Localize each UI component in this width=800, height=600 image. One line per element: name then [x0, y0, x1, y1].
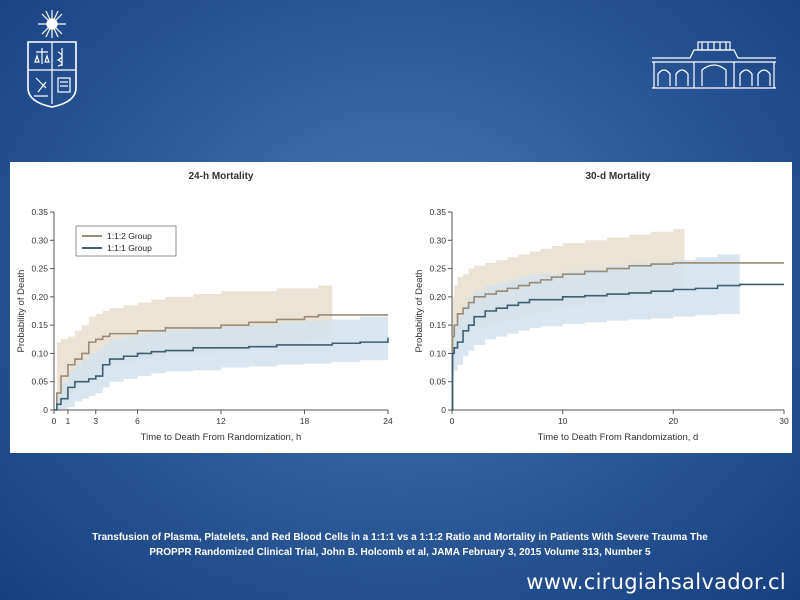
y-tick-label: 0.20 [31, 292, 48, 302]
y-tick-label: 0.20 [429, 292, 446, 302]
x-tick-label: 10 [558, 416, 568, 426]
x-tick-label: 30 [779, 416, 789, 426]
ci-band-111 [452, 252, 740, 410]
x-tick-label: 24 [383, 416, 393, 426]
y-tick-label: 0.05 [31, 377, 48, 387]
x-tick-label: 6 [135, 416, 140, 426]
x-tick-label: 1 [66, 416, 71, 426]
x-tick-label: 3 [93, 416, 98, 426]
y-tick-label: 0.30 [429, 235, 446, 245]
y-tick-label: 0.15 [31, 320, 48, 330]
figure-panel: 24-h Mortality 0 0.05 0.10 0.15 0.20 0.25 0.30 0… [10, 162, 792, 453]
x-tick-label: 12 [216, 416, 226, 426]
legend-box [75, 225, 177, 257]
y-tick-label: 0 [43, 405, 48, 415]
series-line-111 [451, 283, 784, 411]
y-tick-label: 0.10 [429, 348, 446, 358]
y-tick-label: 0.25 [429, 264, 446, 274]
citation-line-1: Transfusion of Plasma, Platelets, and Re… [92, 532, 708, 543]
y-tick-label: 0.35 [31, 207, 48, 217]
y-tick-label: 0.35 [429, 207, 446, 217]
y-tick-label: 0.10 [31, 348, 48, 358]
chart-24h-mortality: 24-h Mortality 0 0.05 0.10 0.15 0.20 0.25 0.30 0… [10, 162, 402, 453]
y-tick-label: 0.25 [31, 264, 48, 274]
series-line-111 [54, 337, 389, 411]
y-axis-label: Probability of Death [16, 270, 27, 353]
y-tick-label: 0 [441, 405, 446, 415]
y-axis-label: Probability of Death [414, 270, 425, 353]
series-line-112 [54, 314, 388, 411]
chart-title: 24-h Mortality [188, 171, 253, 182]
legend-label: 1:1:2 Group [107, 231, 152, 241]
x-tick-label: 20 [669, 416, 679, 426]
series-line-112 [451, 262, 784, 411]
x-tick-label: 0 [52, 416, 57, 426]
y-tick-label: 0.15 [429, 320, 446, 330]
y-tick-label: 0.05 [429, 377, 446, 387]
university-crest-icon [27, 10, 77, 108]
chart-title: 30-d Mortality [585, 171, 650, 182]
legend-label: 1:1:1 Group [107, 243, 152, 253]
ci-band-111 [54, 313, 388, 410]
x-axis-label: Time to Death From Randomization, h [141, 432, 302, 443]
x-axis-label: Time to Death From Randomization, d [538, 432, 699, 443]
x-tick-label: 18 [300, 416, 310, 426]
x-tick-label: 0 [450, 416, 455, 426]
citation-line-2: PROPPR Randomized Clinical Trial, John B… [149, 547, 651, 558]
y-tick-label: 0.30 [31, 235, 48, 245]
citation: Transfusion of Plasma, Platelets, and Re… [0, 530, 800, 560]
building-facade-icon [652, 41, 776, 89]
website-url[interactable]: www.cirugiahsalvador.cl [526, 570, 786, 594]
chart-30d-mortality: 30-d Mortality 0 0.05 0.10 0.15 0.20 0.25 0.30 0… [402, 162, 792, 453]
